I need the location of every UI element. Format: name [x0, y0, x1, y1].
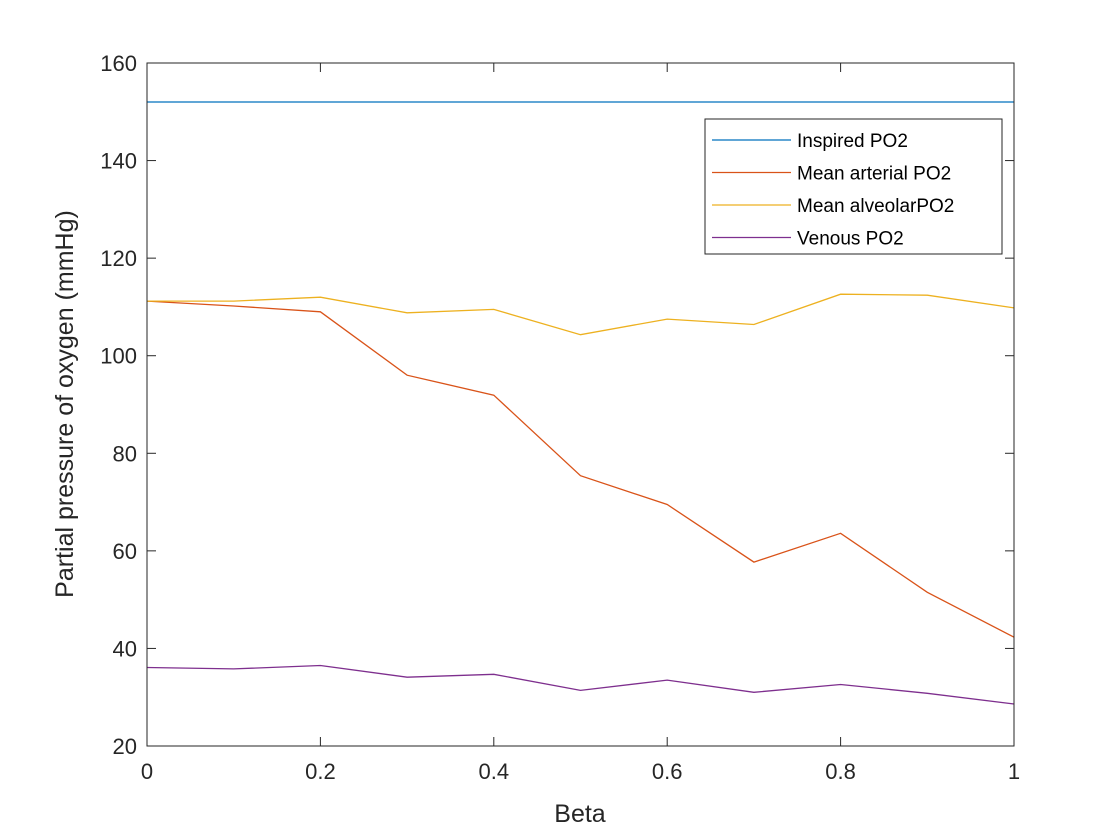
x-tick-label: 0.2 — [305, 759, 336, 784]
y-tick-label: 120 — [100, 246, 137, 271]
x-tick-label: 1 — [1008, 759, 1020, 784]
series-line-mean-alveolarpo2 — [147, 293, 1015, 336]
legend-label-inspired-po2: Inspired PO2 — [797, 131, 908, 152]
x-tick-label: 0.4 — [479, 759, 510, 784]
legend-label-venous-po2: Venous PO2 — [797, 229, 904, 250]
y-axis-title: Partial pressure of oxygen (mmHg) — [51, 210, 79, 598]
legend: Inspired PO2 Mean arterial PO2 Mean alveol… — [704, 118, 1003, 255]
y-tick-label: 80 — [113, 441, 137, 466]
legend-label-mean-arterial-po2: Mean arterial PO2 — [797, 164, 951, 185]
series-line-mean-arterial-po2 — [146, 300, 1015, 638]
x-axis-title: Beta — [554, 800, 606, 828]
y-tick-label: 160 — [100, 51, 137, 76]
y-tick-label: 20 — [113, 734, 137, 759]
legend-label-mean-alveolarpo2: Mean alveolarPO2 — [797, 196, 954, 217]
x-tick-label: 0.8 — [825, 759, 856, 784]
legend-box — [704, 118, 1003, 255]
plot-frame — [146, 62, 1015, 747]
series-line-venous-po2 — [146, 664, 1015, 705]
y-tick-label: 100 — [100, 344, 137, 369]
x-tick-label: 0 — [141, 759, 153, 784]
y-tick-label: 60 — [113, 539, 137, 564]
y-tick-label: 140 — [100, 149, 137, 174]
series-layer — [146, 101, 1015, 705]
y-tick-label: 40 — [113, 636, 137, 661]
x-tick-label: 0.6 — [652, 759, 683, 784]
